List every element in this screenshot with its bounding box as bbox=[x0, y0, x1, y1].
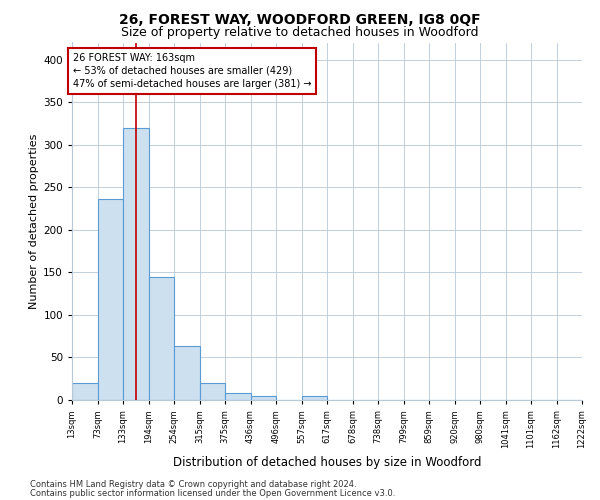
X-axis label: Distribution of detached houses by size in Woodford: Distribution of detached houses by size … bbox=[173, 456, 481, 469]
Bar bbox=[199, 383, 225, 400]
Y-axis label: Number of detached properties: Number of detached properties bbox=[29, 134, 39, 309]
Bar bbox=[149, 278, 174, 400]
Text: Size of property relative to detached houses in Woodford: Size of property relative to detached ho… bbox=[121, 26, 479, 39]
Text: 26, FOREST WAY, WOODFORD GREEN, IG8 0QF: 26, FOREST WAY, WOODFORD GREEN, IG8 0QF bbox=[119, 12, 481, 26]
Bar bbox=[251, 396, 276, 400]
Text: Contains public sector information licensed under the Open Government Licence v3: Contains public sector information licen… bbox=[30, 489, 395, 498]
Bar bbox=[123, 128, 149, 400]
Bar bbox=[302, 396, 327, 400]
Bar bbox=[97, 199, 123, 400]
Text: Contains HM Land Registry data © Crown copyright and database right 2024.: Contains HM Land Registry data © Crown c… bbox=[30, 480, 356, 489]
Bar bbox=[225, 393, 251, 400]
Bar bbox=[174, 346, 199, 400]
Bar bbox=[72, 383, 97, 400]
Text: 26 FOREST WAY: 163sqm
← 53% of detached houses are smaller (429)
47% of semi-det: 26 FOREST WAY: 163sqm ← 53% of detached … bbox=[73, 52, 311, 89]
